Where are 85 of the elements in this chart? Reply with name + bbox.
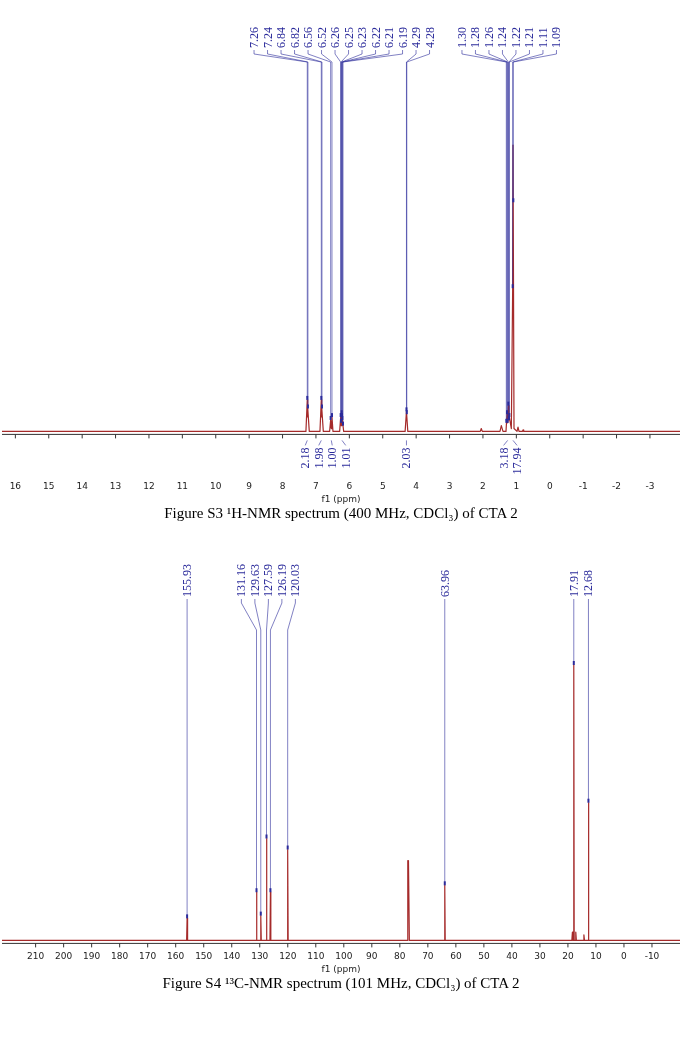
x-tick-label: 70 bbox=[422, 951, 434, 962]
annotation: 129.63 bbox=[247, 564, 262, 597]
x-tick-label: 7 bbox=[313, 481, 319, 492]
x-tick-label: 110 bbox=[307, 951, 325, 962]
annotation: 6.52 bbox=[314, 27, 329, 48]
text: Figure S4 ¹³C-NMR spectrum (101 MHz, CDCl₃) of CTA 2 bbox=[161, 975, 521, 993]
x-tick-label: 14 bbox=[76, 481, 89, 492]
x-tick-label: -1 bbox=[578, 481, 588, 492]
x-tick-label: 1 bbox=[513, 481, 520, 492]
annotation: 1.24 bbox=[495, 27, 510, 48]
annotation: 1.98 bbox=[311, 447, 326, 469]
annotation: 2.03 bbox=[399, 447, 414, 469]
annotation: 1.09 bbox=[549, 27, 564, 48]
x-tick-label: 140 bbox=[223, 951, 241, 962]
annotation: 6.56 bbox=[301, 27, 316, 48]
x-tick-label: 15 bbox=[43, 481, 55, 492]
x-tick-label: 3 bbox=[446, 481, 453, 492]
x-tick-label: 16 bbox=[9, 481, 22, 492]
x-tick-label: 90 bbox=[366, 951, 378, 962]
annotation: 6.23 bbox=[355, 27, 370, 48]
x-tick-label: 40 bbox=[506, 951, 518, 962]
annotation: 6.26 bbox=[328, 27, 343, 48]
annotation: 4.29 bbox=[409, 27, 424, 48]
x-tick-label: -3 bbox=[645, 481, 655, 492]
annotation: 131.16 bbox=[234, 564, 249, 597]
x-tick-label: 130 bbox=[251, 951, 269, 962]
x-tick-label: 120 bbox=[279, 951, 297, 962]
annotation: 7.26 bbox=[247, 27, 262, 48]
x-tick-label: 4 bbox=[413, 481, 420, 492]
x-tick-label: 190 bbox=[83, 951, 101, 962]
annotation: 4.28 bbox=[422, 27, 437, 48]
x-tick-label: 11 bbox=[176, 481, 189, 492]
annotation: 6.82 bbox=[287, 27, 302, 48]
x-tick-label: -10 bbox=[644, 951, 660, 962]
x-tick-label: 160 bbox=[167, 951, 185, 962]
annotation: 1.28 bbox=[468, 27, 483, 48]
x-tick-label: 0 bbox=[546, 481, 553, 492]
x-tick-label: 12 bbox=[143, 481, 155, 492]
annotation: 127.59 bbox=[261, 564, 276, 597]
x-tick-label: 180 bbox=[111, 951, 129, 962]
annotation: 1.00 bbox=[325, 447, 340, 469]
annotation: 6.25 bbox=[341, 27, 356, 48]
annotation: 6.19 bbox=[395, 27, 410, 48]
x-tick-label: 0 bbox=[621, 951, 628, 962]
annotation: 17.91 bbox=[566, 570, 581, 597]
annotation: 1.11 bbox=[535, 27, 550, 48]
x-tick-label: 80 bbox=[394, 951, 406, 962]
annotation: 63.96 bbox=[437, 570, 452, 597]
x-tick-label: 10 bbox=[590, 951, 602, 962]
x-tick-label: 8 bbox=[279, 481, 286, 492]
annotation: 3.18 bbox=[496, 447, 511, 469]
x-tick-label: 100 bbox=[335, 951, 353, 962]
x-axis-title: f1 (ppm) bbox=[321, 963, 361, 974]
x-tick-label: 2 bbox=[480, 481, 486, 492]
annotation: 1.30 bbox=[454, 27, 469, 48]
annotation: 120.03 bbox=[288, 564, 303, 597]
x-tick-label: 30 bbox=[534, 951, 546, 962]
annotation: 6.21 bbox=[382, 27, 397, 48]
x-tick-label: 20 bbox=[562, 951, 574, 962]
annotation: 2.18 bbox=[298, 447, 313, 469]
x-tick-label: 50 bbox=[478, 951, 490, 962]
annotation: 7.24 bbox=[260, 27, 275, 48]
x-tick-label: 13 bbox=[109, 481, 122, 492]
annotation: 12.68 bbox=[581, 570, 596, 597]
x-tick-label: 170 bbox=[139, 951, 157, 962]
annotation: 17.94 bbox=[510, 447, 525, 475]
x-tick-label: 200 bbox=[55, 951, 73, 962]
x-tick-label: -2 bbox=[612, 481, 622, 492]
annotation: 126.19 bbox=[274, 564, 289, 597]
x-tick-label: 6 bbox=[346, 481, 353, 492]
x-tick-label: 210 bbox=[27, 951, 45, 962]
annotation: 1.01 bbox=[338, 447, 353, 469]
x-tick-label: 10 bbox=[210, 481, 222, 492]
annotation: 6.22 bbox=[368, 27, 383, 48]
x-axis-title: f1 (ppm) bbox=[321, 493, 361, 504]
x-tick-label: 9 bbox=[246, 481, 253, 492]
annotation: 1.22 bbox=[508, 27, 523, 48]
annotation: 1.21 bbox=[522, 27, 537, 48]
text: Figure S3 ¹H-NMR spectrum (400 MHz, CDCl₃) of CTA 2 bbox=[163, 505, 519, 523]
x-tick-label: 5 bbox=[379, 481, 386, 492]
x-tick-label: 150 bbox=[195, 951, 213, 962]
annotation: 6.84 bbox=[274, 27, 289, 48]
x-tick-label: 60 bbox=[450, 951, 462, 962]
annotation: 1.26 bbox=[481, 27, 496, 48]
annotation: 155.93 bbox=[180, 564, 195, 597]
